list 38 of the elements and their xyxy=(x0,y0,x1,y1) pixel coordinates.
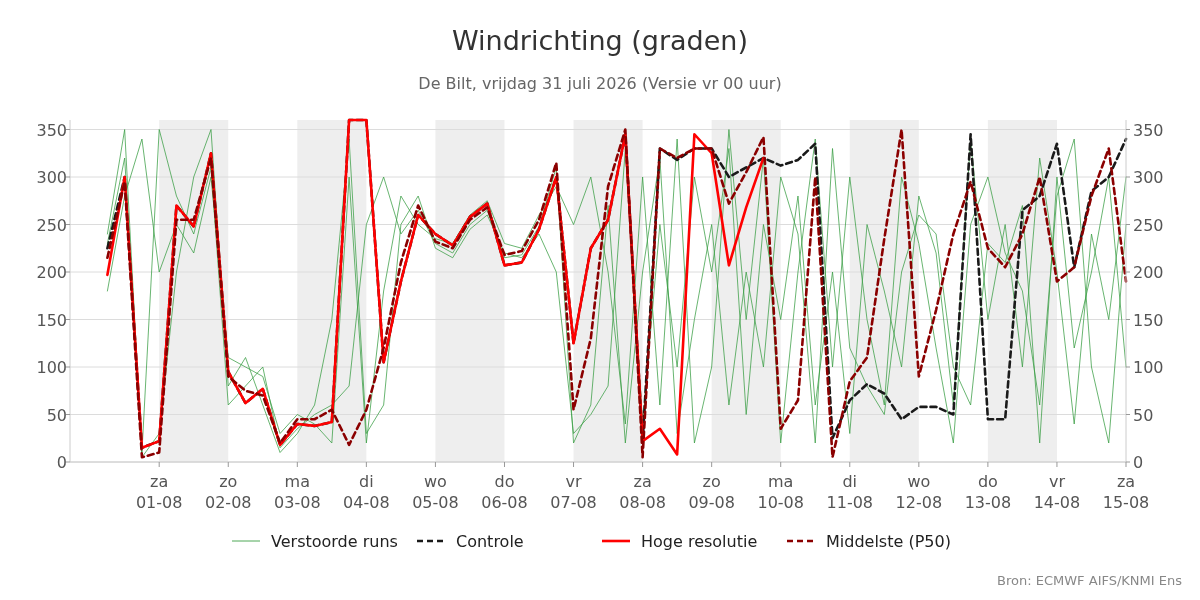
y-tick-label: 200 xyxy=(36,263,67,282)
x-tick-label: di 11-08 xyxy=(826,472,874,512)
x-tick-label: ma 03-08 xyxy=(274,472,321,512)
text: Bron: ECMWF AIFS/KNMI Ens xyxy=(997,573,1183,588)
x-tick-label: do 13-08 xyxy=(964,472,1012,512)
x-tick-label: zo 09-08 xyxy=(688,472,735,512)
y2-tick-label: 100 xyxy=(1133,358,1164,377)
x-tick-label: wo 05-08 xyxy=(412,472,459,512)
y-tick-label: 0 xyxy=(56,453,67,472)
y-tick-label: 50 xyxy=(46,405,67,425)
y-tick-label: 350 xyxy=(36,120,67,140)
y2-tick-label: 50 xyxy=(1133,405,1154,425)
y2-tick-label: 300 xyxy=(1133,168,1164,187)
y2-tick-label: 150 xyxy=(1133,310,1164,330)
x-tick-label: vr 14-08 xyxy=(1033,472,1081,512)
y2-tick-label: 0 xyxy=(1133,453,1144,472)
y2-tick-label: 350 xyxy=(1133,120,1164,140)
y-tick-label: 150 xyxy=(36,310,67,330)
y-tick-label: 100 xyxy=(36,358,67,377)
x-tick-label: za 01-08 xyxy=(135,472,183,512)
x-tick-label: vr 07-08 xyxy=(550,472,597,512)
legend-label: Verstoorde runs xyxy=(271,532,398,551)
y-tick-label: 300 xyxy=(36,168,67,187)
legend-label: Controle xyxy=(456,532,524,551)
x-tick-label: ma 10-08 xyxy=(757,472,804,512)
legend-label: Hoge resolutie xyxy=(641,532,758,551)
x-tick-label: do 06-08 xyxy=(481,472,528,512)
legend-label: Middelste (P50) xyxy=(826,532,951,551)
x-tick-label: za 08-08 xyxy=(619,472,666,512)
y-tick-label: 250 xyxy=(36,215,67,235)
x-tick-label: wo 12-08 xyxy=(895,472,943,512)
chart-title: Windrichting (graden) xyxy=(451,25,749,56)
chart-subtitle: De Bilt, vrijdag 31 juli 2026 (Versie vr 00 uur) xyxy=(418,74,782,93)
x-tick-label: di 04-08 xyxy=(343,472,390,512)
y2-tick-label: 200 xyxy=(1133,263,1164,282)
x-tick-label: zo 02-08 xyxy=(205,472,252,512)
x-tick-label: za 15-08 xyxy=(1102,472,1150,512)
y2-tick-label: 250 xyxy=(1133,215,1164,235)
